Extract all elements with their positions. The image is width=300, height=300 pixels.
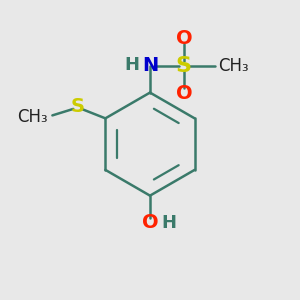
- Text: S: S: [70, 97, 84, 116]
- Text: O: O: [176, 29, 192, 49]
- Text: CH₃: CH₃: [17, 108, 48, 126]
- Text: O: O: [176, 84, 192, 103]
- Text: S: S: [176, 56, 192, 76]
- Text: N: N: [142, 56, 158, 75]
- Text: CH₃: CH₃: [218, 57, 248, 75]
- Text: H: H: [125, 56, 140, 74]
- Text: O: O: [142, 213, 158, 232]
- Text: H: H: [162, 214, 177, 232]
